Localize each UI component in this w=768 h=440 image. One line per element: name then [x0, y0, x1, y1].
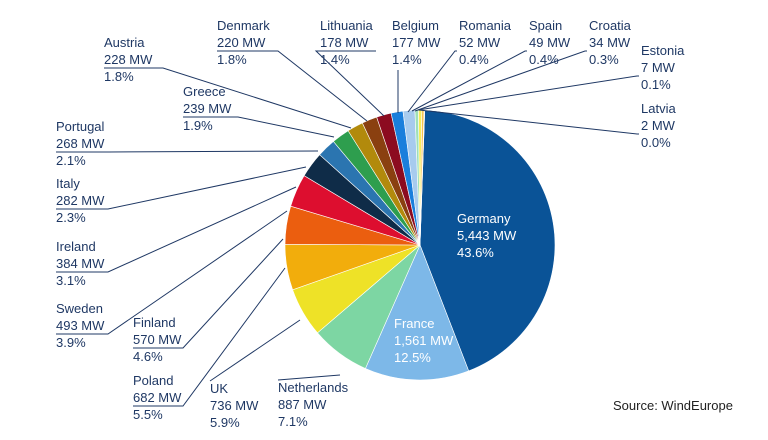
slice-label-percent-latvia: 0.0% — [641, 135, 671, 150]
slice-label-percent-estonia: 0.1% — [641, 77, 671, 92]
slice-label-name-sweden: Sweden — [56, 301, 103, 316]
leader-line-ireland — [56, 186, 297, 273]
slice-label-value-greece: 239 MW — [183, 101, 232, 116]
slice-label-value-romania: 52 MW — [459, 35, 501, 50]
slice-label-value-finland: 570 MW — [133, 332, 182, 347]
slice-label-percent-italy: 2.3% — [56, 210, 86, 225]
leader-line-uk — [209, 319, 301, 382]
slice-label-name-italy: Italy — [56, 176, 80, 191]
slice-label-value-france: 1,561 MW — [394, 333, 454, 348]
slice-label-percent-greece: 1.9% — [183, 118, 213, 133]
leader-line-denmark — [217, 50, 368, 122]
slice-label-percent-romania: 0.4% — [459, 52, 489, 67]
slice-label-percent-finland: 4.6% — [133, 349, 163, 364]
slice-label-percent-ireland: 3.1% — [56, 273, 86, 288]
slice-label-value-denmark: 220 MW — [217, 35, 266, 50]
slice-label-name-netherlands: Netherlands — [278, 380, 349, 395]
leader-line-sweden — [56, 210, 288, 335]
slice-label-name-germany: Germany — [457, 211, 511, 226]
slice-label-name-ireland: Ireland — [56, 239, 96, 254]
leader-line-croatia — [414, 50, 587, 112]
slice-label-name-uk: UK — [210, 381, 228, 396]
slice-label-percent-germany: 43.6% — [457, 245, 494, 260]
slice-label-name-lithuania: Lithuania — [320, 18, 374, 33]
slice-label-percent-sweden: 3.9% — [56, 335, 86, 350]
leader-line-italy — [56, 166, 307, 210]
slice-label-value-sweden: 493 MW — [56, 318, 105, 333]
slice-label-name-france: France — [394, 316, 434, 331]
leader-line-netherlands — [277, 374, 341, 381]
slice-label-value-belgium: 177 MW — [392, 35, 441, 50]
slice-label-value-estonia: 7 MW — [641, 60, 676, 75]
slice-label-name-belgium: Belgium — [392, 18, 439, 33]
slice-label-percent-denmark: 1.8% — [217, 52, 247, 67]
slice-label-percent-uk: 5.9% — [210, 415, 240, 430]
slice-label-name-denmark: Denmark — [217, 18, 270, 33]
slice-label-percent-austria: 1.8% — [104, 69, 134, 84]
slice-label-name-croatia: Croatia — [589, 18, 632, 33]
slice-label-value-italy: 282 MW — [56, 193, 105, 208]
slice-label-value-austria: 228 MW — [104, 52, 153, 67]
slice-label-percent-portugal: 2.1% — [56, 153, 86, 168]
leader-line-austria — [104, 67, 352, 129]
slice-label-value-uk: 736 MW — [210, 398, 259, 413]
slice-label-percent-croatia: 0.3% — [589, 52, 619, 67]
slice-label-name-portugal: Portugal — [56, 119, 105, 134]
leader-line-romania — [407, 50, 457, 113]
leader-line-poland — [133, 267, 286, 407]
leader-line-spain — [411, 50, 527, 112]
slice-label-name-romania: Romania — [459, 18, 512, 33]
pie-slices — [284, 109, 556, 381]
leader-line-portugal — [56, 150, 319, 153]
leader-line-latvia — [418, 109, 639, 135]
slice-label-value-portugal: 268 MW — [56, 136, 105, 151]
slice-label-percent-netherlands: 7.1% — [278, 414, 308, 429]
slice-label-value-lithuania: 178 MW — [320, 35, 369, 50]
leader-line-lithuania — [314, 50, 385, 117]
pie-slice-france — [365, 244, 470, 381]
slice-label-name-latvia: Latvia — [641, 101, 676, 116]
pie-slice-germany — [419, 109, 556, 372]
slice-label-value-latvia: 2 MW — [641, 118, 676, 133]
slice-label-percent-belgium: 1.4% — [392, 52, 422, 67]
slice-labels: Germany 5,443 MW 43.6% France 1,561 MW 12.5% N… — [56, 18, 685, 430]
slice-label-value-netherlands: 887 MW — [278, 397, 327, 412]
slice-label-name-greece: Greece — [183, 84, 226, 99]
slice-label-name-spain: Spain — [529, 18, 562, 33]
slice-label-percent-poland: 5.5% — [133, 407, 163, 422]
slice-label-value-poland: 682 MW — [133, 390, 182, 405]
leader-line-estonia — [417, 75, 639, 111]
slice-label-name-estonia: Estonia — [641, 43, 685, 58]
slice-label-value-ireland: 384 MW — [56, 256, 105, 271]
slice-label-name-finland: Finland — [133, 315, 176, 330]
pie-slice-latvia — [419, 109, 426, 246]
leader-line-finland — [133, 238, 284, 349]
slice-label-percent-lithuania: 1.4% — [320, 52, 350, 67]
slice-label-value-germany: 5,443 MW — [457, 228, 517, 243]
slice-label-name-poland: Poland — [133, 373, 173, 388]
slice-label-percent-spain: 0.4% — [529, 52, 559, 67]
source-note: Source: WindEurope — [613, 398, 733, 413]
slice-label-name-austria: Austria — [104, 35, 145, 50]
slice-label-value-spain: 49 MW — [529, 35, 571, 50]
slice-label-value-croatia: 34 MW — [589, 35, 631, 50]
slice-label-percent-france: 12.5% — [394, 350, 431, 365]
leader-line-greece — [183, 116, 335, 138]
